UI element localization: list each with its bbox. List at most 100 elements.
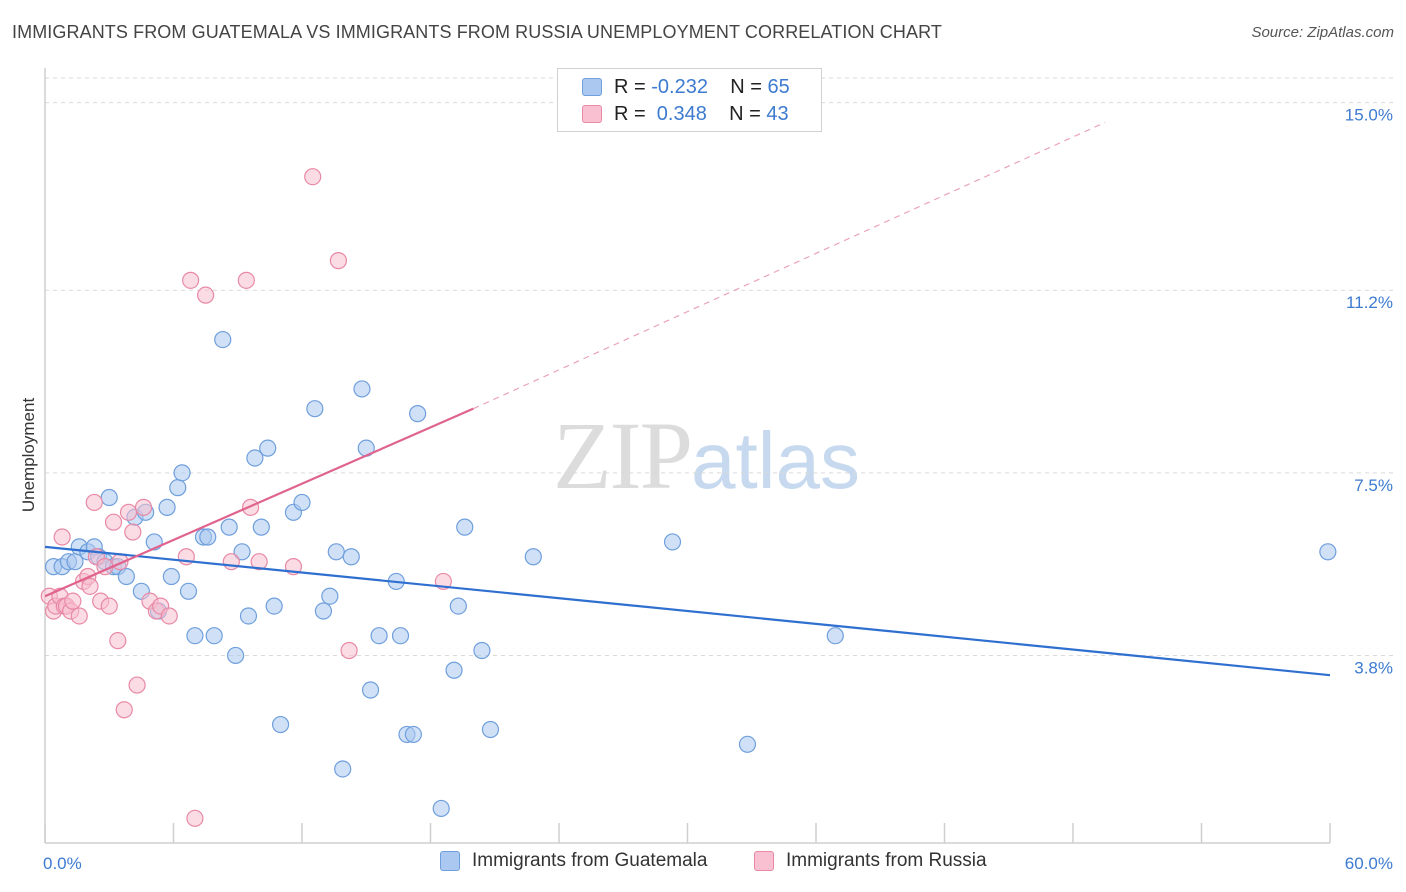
y-tick-label: 11.2%	[1346, 293, 1393, 312]
russia-point	[119, 503, 138, 521]
russia-point	[134, 498, 153, 516]
guatemala-point	[524, 548, 542, 566]
guatemala-point	[738, 735, 757, 753]
guatemala-point	[1319, 543, 1337, 561]
russia-point	[197, 286, 215, 304]
legend-r-value: -0.232	[651, 75, 708, 98]
russia-point	[109, 632, 127, 650]
correlation-legend: R = -0.232 N = 65 R = 0.348 N = 43	[557, 68, 822, 132]
watermark-zip: ZIP	[553, 402, 693, 509]
russia-point	[53, 528, 71, 546]
legend-r-label: R =	[614, 75, 646, 98]
legend-n-value: 65	[767, 75, 790, 98]
legend-n-value: 43	[766, 102, 789, 125]
guatemala-point	[169, 479, 187, 497]
guatemala-point	[342, 548, 360, 566]
russia-point	[128, 676, 146, 694]
guatemala-point	[117, 567, 135, 586]
guatemala-point	[432, 799, 450, 818]
russia-point	[182, 271, 200, 289]
guatemala-point	[391, 627, 410, 645]
russia-point	[186, 809, 204, 827]
guatemala-point	[473, 641, 491, 660]
guatemala-trend-line	[44, 545, 1331, 677]
y-axis-title: Unemployment	[19, 398, 38, 513]
guatemala-point	[409, 405, 427, 423]
guatemala-point	[179, 582, 198, 600]
series-legend-guatemala: Immigrants from Guatemala	[440, 850, 707, 872]
guatemala-point	[162, 567, 180, 586]
russia-point	[160, 607, 178, 625]
guatemala-point	[173, 464, 191, 482]
series-label-russia: Immigrants from Russia	[786, 850, 987, 871]
russia-point	[104, 513, 123, 531]
guatemala-point	[456, 518, 474, 536]
guatemala-point	[826, 627, 844, 645]
guatemala-point	[445, 661, 463, 679]
russia-point	[81, 577, 99, 595]
guatemala-point	[481, 720, 500, 739]
x-tick-label: 0.0%	[43, 854, 82, 873]
russia-point	[64, 592, 82, 610]
guatemala-point	[449, 597, 467, 615]
legend-r-label: R =	[614, 102, 646, 125]
chart-title: IMMIGRANTS FROM GUATEMALA VS IMMIGRANTS …	[12, 22, 942, 42]
guatemala-point	[239, 607, 258, 625]
watermark-atlas: atlas	[691, 416, 860, 505]
russia-point	[340, 641, 358, 660]
guatemala-point	[220, 518, 238, 536]
legend-n-label: N =	[729, 102, 761, 125]
guatemala-point	[293, 493, 311, 512]
guatemala-point	[404, 725, 422, 744]
guatemala-point	[663, 533, 682, 551]
guatemala-point	[334, 760, 352, 778]
guatemala-point	[158, 498, 176, 516]
watermark: ZIPatlas	[553, 400, 860, 511]
y-tick-label: 7.5%	[1354, 476, 1393, 495]
legend-swatch-russia	[582, 105, 602, 123]
russia-point	[237, 271, 255, 289]
guatemala-point	[227, 646, 245, 665]
guatemala-point	[327, 543, 345, 561]
russia-point	[124, 523, 142, 541]
russia-point	[100, 597, 118, 615]
series-legend-russia: Immigrants from Russia	[754, 850, 987, 872]
legend-n-label: N =	[730, 75, 762, 98]
guatemala-point	[370, 627, 388, 645]
russia-point	[222, 553, 240, 571]
russia-trend-line	[44, 407, 474, 598]
series-legend: Immigrants from Guatemala Immigrants fro…	[0, 850, 1406, 880]
guatemala-point	[314, 602, 333, 620]
russia-point	[85, 493, 103, 512]
guatemala-point	[233, 543, 251, 561]
y-tick-label: 15.0%	[1345, 106, 1393, 125]
guatemala-point	[100, 488, 118, 507]
chart-source: Source: ZipAtlas.com	[1251, 24, 1394, 41]
series-swatch-guatemala	[440, 851, 460, 871]
series-swatch-russia	[754, 851, 774, 871]
legend-r-value: 0.348	[651, 102, 707, 125]
guatemala-point	[205, 627, 223, 645]
guatemala-point	[259, 439, 277, 457]
series-label-guatemala: Immigrants from Guatemala	[472, 850, 708, 871]
russia-point	[115, 701, 133, 719]
guatemala-point	[361, 681, 380, 699]
russia-trend-extension	[473, 121, 1106, 410]
russia-point	[329, 252, 348, 270]
guatemala-point	[214, 330, 232, 349]
guatemala-point	[306, 400, 324, 418]
legend-row-russia: R = 0.348 N = 43	[582, 100, 789, 128]
guatemala-point	[246, 449, 264, 467]
guatemala-point	[186, 627, 204, 645]
guatemala-point	[265, 597, 283, 615]
guatemala-point	[353, 380, 371, 398]
guatemala-point	[271, 715, 290, 734]
guatemala-point	[252, 518, 270, 536]
y-tick-label: 3.8%	[1354, 658, 1393, 677]
guatemala-point	[321, 587, 339, 605]
russia-point	[304, 168, 322, 186]
guatemala-point	[199, 528, 217, 546]
legend-swatch-guatemala	[582, 78, 602, 96]
x-tick-label: 60.0%	[1345, 854, 1393, 873]
